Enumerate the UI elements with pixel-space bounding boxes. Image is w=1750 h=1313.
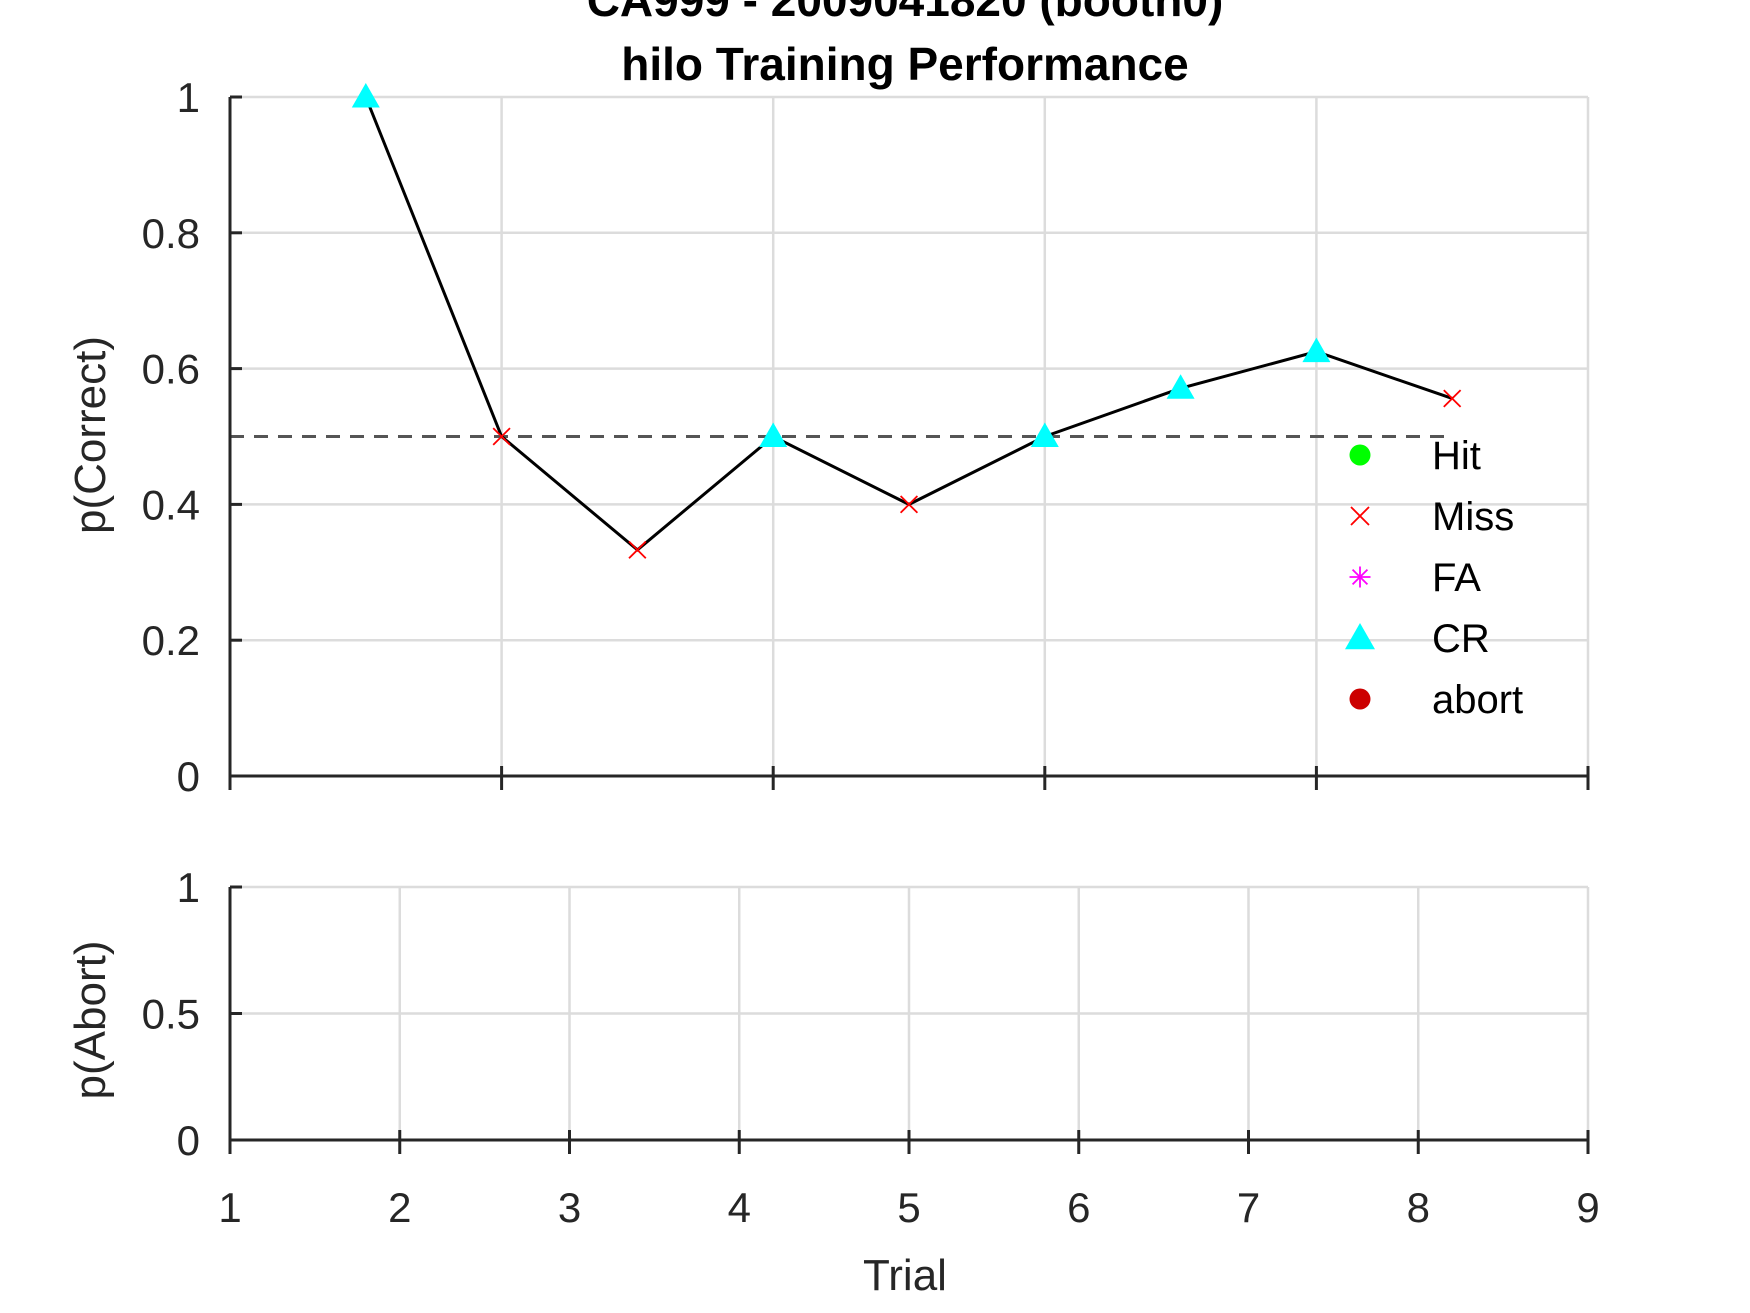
- trial-marker-miss-stroke: [1443, 389, 1462, 408]
- legend-fa-marker: [1349, 566, 1371, 588]
- legend: Hit Miss FA CR abort: [1345, 434, 1523, 722]
- legend-miss-marker-stroke: [1350, 506, 1370, 526]
- legend-fa-marker-stroke: [1351, 568, 1369, 586]
- top-y-tick-label: 1: [177, 74, 200, 121]
- legend-abort-marker: [1349, 688, 1371, 710]
- trial-marker-miss: [492, 427, 511, 446]
- trial-markers: [351, 83, 1462, 559]
- chart-title-line-1: CA999 - 2009041820 (booth0): [587, 0, 1224, 26]
- trial-marker-miss: [1443, 389, 1462, 408]
- trial-marker-miss-stroke: [899, 495, 919, 514]
- trial-marker-miss: [628, 540, 647, 559]
- bottom-x-tick-label: 2: [388, 1184, 411, 1231]
- chart-title-line-2: hilo Training Performance: [621, 38, 1188, 90]
- legend-hit-marker: [1349, 444, 1371, 466]
- top-y-tick-label: 0.4: [142, 481, 200, 528]
- bottom-x-tick-label: 9: [1576, 1184, 1599, 1231]
- bottom-grid: [228, 885, 1590, 1142]
- top-y-tick-label: 0.6: [142, 346, 200, 393]
- top-y-tick-label: 0.8: [142, 210, 200, 257]
- top-y-tick-label: 0.2: [142, 617, 200, 664]
- bottom-x-tick-labels: 1 2 3 4 5 6 7 8 9: [218, 1184, 1599, 1231]
- legend-fa-label: FA: [1432, 556, 1481, 600]
- top-y-tick-labels: 0 0.2 0.4 0.6 0.8 1: [142, 74, 200, 800]
- bottom-y-tick-label: 0.5: [142, 991, 200, 1038]
- legend-abort-label: abort: [1432, 678, 1523, 722]
- bottom-x-tick-label: 8: [1407, 1184, 1430, 1231]
- bottom-y-axis-label: p(Abort): [66, 941, 115, 1100]
- trial-marker-cr: [759, 422, 788, 447]
- trial-marker-cr: [1166, 374, 1195, 399]
- top-axes-frame: [228, 95, 1590, 790]
- bottom-x-tick-label: 7: [1237, 1184, 1260, 1231]
- top-y-axis-label: p(Correct): [66, 336, 115, 534]
- p-correct-series-line: [364, 96, 1453, 552]
- bottom-x-tick-label: 5: [897, 1184, 920, 1231]
- trial-marker-cr: [1302, 337, 1331, 363]
- top-axes: 0 0.2 0.4 0.6 0.8 1 p(Correct) Hit Miss FA CR abo…: [66, 74, 1590, 800]
- trial-marker-miss-stroke: [628, 540, 647, 559]
- performance-line: [364, 96, 1453, 552]
- bottom-x-tick-label: 1: [218, 1184, 241, 1231]
- bottom-y-tick-label: 1: [177, 864, 200, 911]
- legend-hit-label: Hit: [1432, 434, 1481, 478]
- bottom-x-tick-label: 3: [558, 1184, 581, 1231]
- bottom-axes-frame: [228, 885, 1590, 1154]
- top-y-tick-label: 0: [177, 753, 200, 800]
- bottom-y-tick-label: 0: [177, 1117, 200, 1164]
- trial-marker-cr: [1030, 422, 1059, 447]
- bottom-y-tick-labels: 00.51: [142, 864, 200, 1164]
- legend-miss-label: Miss: [1432, 495, 1514, 539]
- trial-marker-miss: [899, 495, 919, 514]
- legend-miss-marker: [1350, 506, 1370, 526]
- bottom-x-tick-label: 4: [728, 1184, 751, 1231]
- trial-marker-miss-stroke: [492, 427, 511, 446]
- legend-cr-label: CR: [1432, 617, 1490, 661]
- legend-cr-marker: [1345, 623, 1375, 650]
- bottom-x-tick-label: 6: [1067, 1184, 1090, 1231]
- x-axis-label: Trial: [863, 1251, 947, 1300]
- trial-marker-cr: [351, 83, 380, 108]
